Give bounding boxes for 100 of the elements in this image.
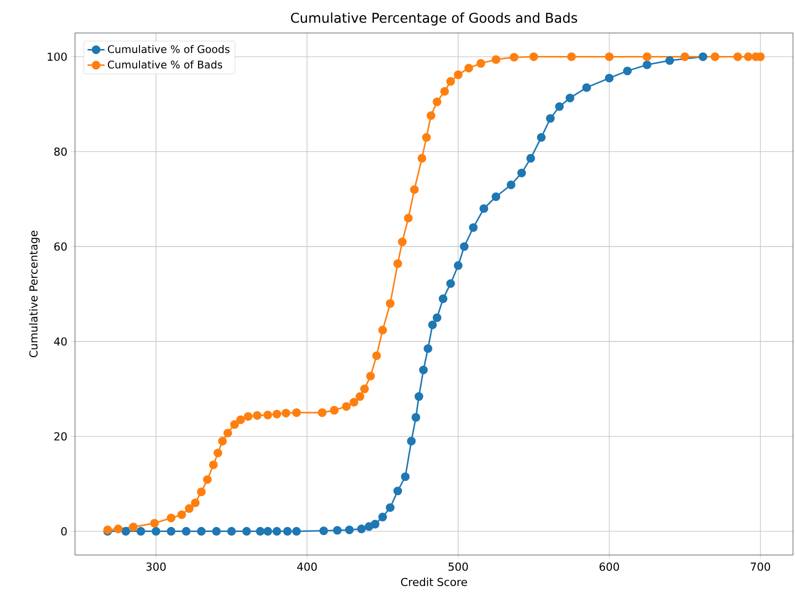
- y-tick-label: 80: [54, 147, 67, 156]
- point: [426, 111, 436, 120]
- point: [642, 52, 652, 62]
- x-tick-label: 700: [750, 562, 770, 571]
- point: [196, 488, 206, 496]
- x-axis-title: Credit Score: [401, 578, 467, 586]
- point: [432, 313, 442, 322]
- y-tick-label: 60: [54, 242, 67, 251]
- point: [360, 384, 369, 394]
- point: [272, 410, 282, 418]
- point: [566, 94, 574, 102]
- point: [393, 486, 402, 496]
- point: [292, 408, 301, 417]
- y-axis-title: Cumulative Percentage: [29, 230, 40, 358]
- point: [357, 524, 366, 534]
- point: [454, 70, 463, 80]
- point: [166, 514, 176, 522]
- point: [345, 525, 354, 534]
- point: [272, 526, 282, 536]
- point: [744, 52, 753, 62]
- point: [555, 102, 564, 111]
- point: [446, 77, 455, 86]
- point: [454, 261, 463, 270]
- point: [604, 74, 614, 82]
- point: [128, 522, 138, 532]
- point: [404, 214, 413, 222]
- point: [214, 448, 222, 458]
- point: [209, 460, 218, 470]
- point: [710, 52, 720, 62]
- point: [318, 408, 327, 417]
- point: [623, 66, 632, 76]
- point: [372, 351, 381, 360]
- point: [567, 52, 576, 62]
- point: [136, 526, 146, 536]
- point: [428, 320, 437, 330]
- point: [432, 97, 442, 106]
- point: [604, 52, 614, 62]
- x-tick-label: 600: [600, 562, 619, 571]
- point: [536, 133, 546, 142]
- point: [378, 512, 387, 522]
- point: [292, 526, 301, 536]
- point: [230, 420, 239, 429]
- point: [733, 52, 742, 62]
- chart-title: Cumulative Percentage of Goods and Bads: [291, 12, 578, 26]
- point: [150, 518, 159, 528]
- point: [492, 55, 500, 64]
- point: [422, 133, 431, 142]
- point: [263, 526, 272, 536]
- point: [350, 398, 358, 407]
- point: [218, 436, 227, 446]
- point: [342, 402, 351, 411]
- point: [438, 294, 448, 304]
- legend-label: Cumulative % of Goods: [108, 45, 230, 54]
- point: [492, 192, 500, 202]
- point: [182, 526, 191, 536]
- point: [227, 526, 236, 536]
- point: [414, 392, 424, 401]
- point: [282, 408, 290, 418]
- point: [460, 242, 469, 251]
- point: [468, 223, 478, 232]
- point: [406, 436, 416, 446]
- point: [242, 526, 251, 536]
- y-tick-label: 20: [54, 432, 67, 441]
- point: [283, 526, 292, 536]
- point: [370, 520, 380, 529]
- point: [166, 526, 176, 536]
- point: [236, 415, 245, 424]
- point: [510, 52, 518, 62]
- point: [393, 259, 402, 268]
- point: [400, 472, 410, 482]
- point: [642, 60, 652, 70]
- point: [356, 392, 364, 401]
- point: [244, 412, 253, 421]
- point: [386, 299, 395, 308]
- y-tick-label: 0: [61, 527, 67, 536]
- point: [177, 510, 186, 520]
- point: [386, 503, 395, 512]
- point: [184, 504, 194, 513]
- point: [332, 526, 342, 535]
- point: [665, 56, 674, 65]
- point: [212, 526, 221, 536]
- point: [319, 526, 328, 536]
- point: [476, 59, 486, 68]
- point: [698, 52, 708, 62]
- x-tick-label: 500: [448, 562, 468, 571]
- point: [517, 168, 526, 178]
- point: [203, 475, 212, 484]
- point: [582, 83, 591, 92]
- point: [152, 526, 160, 536]
- point: [412, 413, 420, 422]
- point: [252, 411, 262, 420]
- point: [446, 279, 455, 288]
- legend-label: Cumulative % of Bads: [108, 60, 222, 69]
- point: [256, 526, 265, 536]
- point: [114, 524, 123, 534]
- point: [440, 87, 449, 96]
- point: [418, 154, 426, 163]
- point: [480, 204, 488, 213]
- point: [121, 526, 130, 536]
- point: [506, 180, 516, 190]
